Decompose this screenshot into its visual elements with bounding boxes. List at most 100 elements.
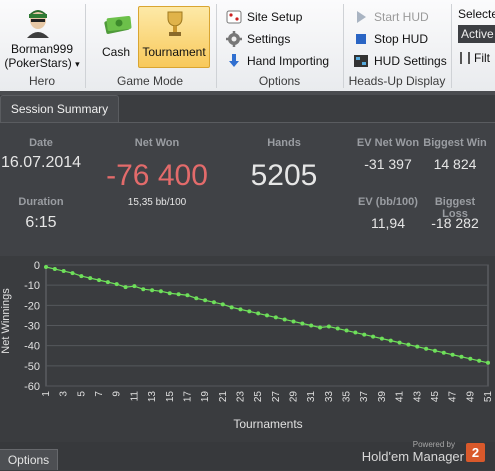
chevron-down-icon[interactable]: ▾ — [75, 59, 80, 69]
chart-data-point — [477, 358, 482, 363]
chart-xtick-label: 11 — [129, 391, 140, 402]
separator — [451, 4, 452, 88]
net-won-value: -76 400 — [106, 159, 208, 192]
site-setup-button[interactable]: Site Setup — [226, 7, 302, 27]
game-mode-group-label: Game Mode — [116, 74, 184, 88]
chart-xtick-label: 43 — [412, 391, 423, 403]
net-won-label: Net Won — [134, 137, 180, 149]
filter-button[interactable]: Filt — [460, 51, 490, 65]
chart-xtick-label: 13 — [147, 391, 158, 403]
chart-data-point — [424, 346, 429, 351]
gear-icon — [226, 31, 242, 47]
cash-button[interactable]: Cash — [92, 6, 140, 68]
chart-xtick-label: 41 — [395, 391, 406, 403]
import-arrow-icon — [229, 54, 239, 67]
chart-data-point — [132, 284, 137, 289]
hero-group-label: Hero — [28, 74, 55, 88]
chart-data-point — [344, 328, 349, 333]
chart-xtick-label: 45 — [430, 391, 441, 403]
chart-data-point — [123, 285, 128, 290]
chart-data-point — [362, 332, 367, 337]
chart-xtick-label: 7 — [94, 391, 105, 397]
duration-label: Duration — [18, 196, 64, 208]
filter-label: Filt — [474, 51, 490, 65]
chart-xtick-label: 33 — [324, 391, 335, 403]
hero-selector[interactable]: Borman999 (PokerStars) ▾ — [0, 42, 84, 71]
chart-data-point — [318, 325, 323, 330]
duration-value: 6:15 — [25, 214, 57, 231]
selected-label: Selecte — [458, 7, 495, 21]
separator — [343, 4, 344, 88]
game-mode-group: Cash Tournament Game Mode — [86, 0, 214, 91]
chart-data-point — [238, 307, 243, 312]
chart-ytick-label: -50 — [24, 361, 40, 373]
date-label: Date — [29, 137, 53, 149]
chart-data-point — [105, 280, 110, 285]
chart-data-point — [282, 317, 287, 322]
chart-data-point — [273, 315, 278, 320]
brand-name: Hold'em Manager — [361, 449, 464, 464]
options-button[interactable]: Options — [0, 449, 58, 470]
chart-xtick-label: 25 — [253, 391, 264, 403]
ribbon-bottom-strip — [0, 91, 495, 95]
chart-data-point — [70, 271, 75, 276]
hero-group: Borman999 (PokerStars) ▾ Hero — [0, 0, 84, 91]
chart-data-point — [167, 291, 172, 296]
hero-site: (PokerStars) — [4, 56, 72, 70]
date-value: 16.07.2014 — [0, 154, 82, 171]
powered-by-text: Powered by — [412, 440, 455, 449]
options-group: Site Setup Settings Hand Importing Optio… — [217, 0, 342, 91]
chart-xtick-label: 15 — [165, 391, 176, 403]
separator — [216, 4, 217, 88]
stop-hud-button[interactable]: Stop HUD — [353, 29, 428, 49]
tab-session-summary[interactable]: Session Summary — [0, 95, 119, 122]
hud-settings-icon — [354, 55, 368, 67]
bb-per-100-value: 15,35 bb/100 — [127, 197, 187, 208]
chart-xtick-label: 1 — [41, 391, 52, 397]
separator — [85, 4, 86, 88]
chart-data-point — [114, 282, 119, 287]
chart-data-point — [150, 288, 155, 293]
chart-xlabel: Tournaments — [233, 417, 302, 431]
brand-logo-icon: 2 — [466, 443, 485, 462]
chart-ytick-label: -30 — [24, 321, 40, 333]
active-select[interactable]: Active — [458, 25, 495, 43]
chart-ytick-label: 0 — [34, 260, 40, 272]
stop-icon — [356, 34, 366, 44]
hero-avatar-icon[interactable] — [25, 8, 51, 38]
chart-data-point — [220, 302, 225, 307]
hud-group: Start HUD Stop HUD HUD Settings Heads-Up… — [344, 0, 450, 91]
settings-button[interactable]: Settings — [226, 29, 290, 49]
tournament-label: Tournament — [142, 45, 206, 59]
chart-xtick-label: 27 — [271, 391, 282, 403]
chart-data-point — [88, 276, 93, 281]
start-hud-button[interactable]: Start HUD — [353, 7, 429, 27]
ev-net-won-label: EV Net Won — [356, 137, 420, 149]
chart-ytick-label: -40 — [24, 341, 40, 353]
chart-data-point — [309, 323, 314, 328]
chart-data-point — [247, 309, 252, 314]
chart-data-point — [326, 324, 331, 329]
chart-xtick-label: 47 — [448, 391, 459, 403]
chart-ytick-label: -20 — [24, 300, 40, 312]
chart-data-point — [406, 342, 411, 347]
chart-xtick-label: 17 — [182, 391, 193, 403]
chart-xtick-label: 5 — [76, 391, 87, 397]
net-winnings-chart: 0 -10 -20 -30 -40 -50 -60 1 3 5 7 9 11 13 15 17 19 21 23 2… — [0, 256, 495, 442]
hand-importing-button[interactable]: Hand Importing — [226, 51, 329, 71]
chart-xtick-label: 35 — [342, 391, 353, 403]
hands-value: 5205 — [250, 159, 318, 192]
options-group-label: Options — [258, 74, 301, 88]
site-setup-label: Site Setup — [247, 10, 303, 24]
hands-label: Hands — [267, 137, 301, 149]
cash-label: Cash — [101, 45, 130, 59]
tournament-button[interactable]: Tournament — [138, 6, 210, 68]
chart-data-point — [97, 278, 102, 283]
hud-settings-label: HUD Settings — [374, 54, 447, 68]
chart-xtick-label: 23 — [235, 391, 246, 403]
chart-ylabel: Net Winnings — [0, 288, 12, 354]
hud-settings-button[interactable]: HUD Settings — [353, 51, 447, 71]
chart-ytick-label: -60 — [24, 381, 40, 393]
tab-divider — [0, 122, 495, 123]
chart-data-point — [415, 344, 420, 349]
